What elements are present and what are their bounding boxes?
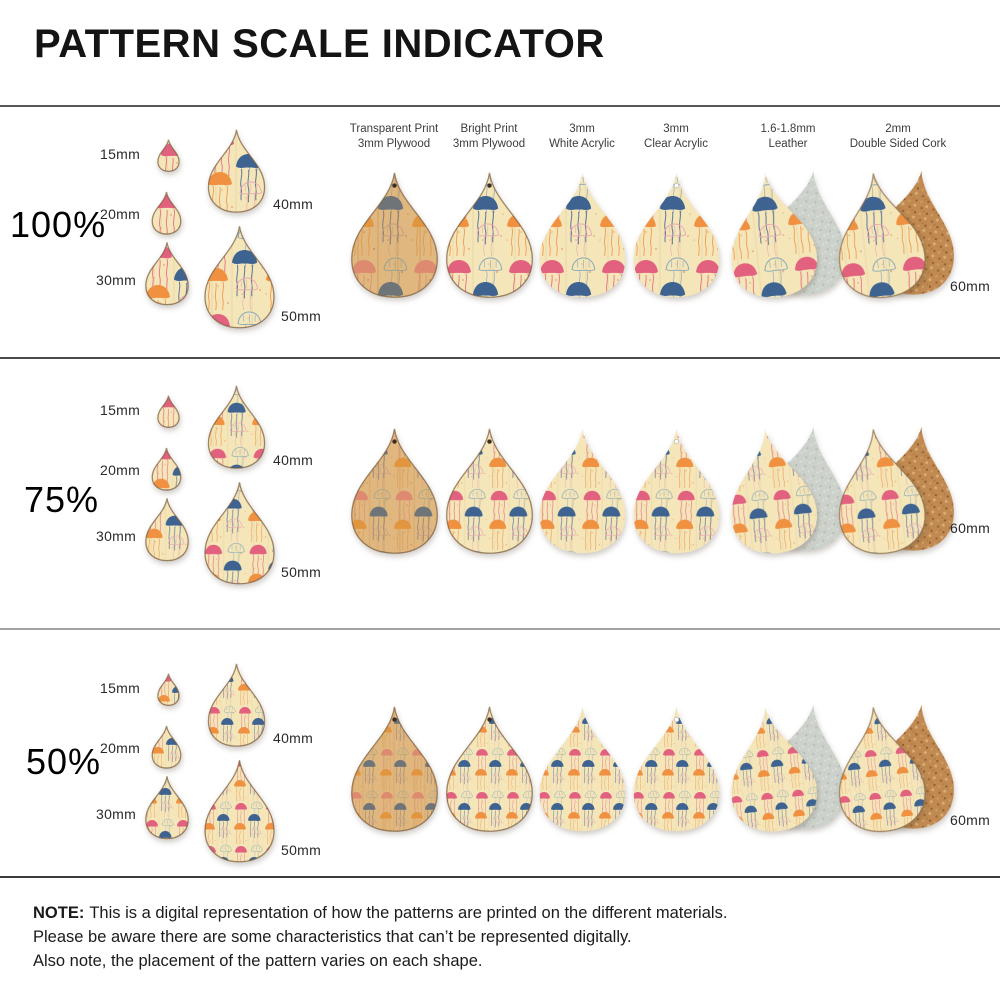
size-label-20mm: 20mm [100, 740, 141, 756]
material-header-line2: 3mm Plywood [452, 137, 526, 150]
note-block: NOTE: This is a digital representation of… [33, 901, 727, 973]
material-header: 2mm Double Sided Cork [832, 122, 964, 151]
material-header-line1: 1.6-1.8mm [760, 123, 816, 135]
material-header: 1.6-1.8mm Leather [722, 122, 854, 151]
teardrop-size-sample-40mm [206, 384, 267, 470]
note-label: NOTE: [33, 904, 85, 922]
teardrop-size-sample-15mm [157, 395, 180, 428]
size-label-20mm: 20mm [100, 206, 141, 222]
teardrop-size-sample-30mm [144, 497, 190, 562]
teardrop-material-3 [630, 426, 723, 556]
page-title: PATTERN SCALE INDICATOR [34, 22, 605, 66]
teardrop-material-0 [348, 170, 441, 300]
size-label-40mm: 40mm [273, 196, 314, 212]
size-label-30mm: 30mm [96, 528, 137, 544]
teardrop-material-5 [830, 424, 931, 558]
scale-label-50: 50% [26, 741, 102, 782]
teardrop-material-4 [722, 702, 823, 836]
size-label-15mm: 15mm [100, 402, 141, 418]
material-header: Transparent Print 3mm Plywood [328, 122, 460, 151]
teardrop-size-sample-20mm [151, 447, 182, 491]
teardrop-material-3 [630, 704, 723, 834]
teardrop-material-5 [830, 168, 931, 302]
teardrop-material-1 [443, 170, 536, 300]
size-label-30mm: 30mm [96, 272, 137, 288]
separator-line [0, 105, 1000, 107]
material-header: Bright Print 3mm Plywood [423, 122, 555, 151]
material-size-label: 60mm [950, 520, 991, 536]
teardrop-size-sample-15mm [157, 673, 180, 706]
teardrop-material-4 [722, 424, 823, 558]
scale-label-75: 75% [24, 479, 100, 520]
material-header-line2: Clear Acrylic [644, 137, 708, 150]
teardrop-size-sample-30mm [144, 241, 190, 306]
size-label-50mm: 50mm [281, 308, 322, 324]
size-label-20mm: 20mm [100, 462, 141, 478]
note-line: Also note, the placement of the pattern … [33, 952, 483, 970]
teardrop-size-sample-50mm [202, 480, 277, 586]
teardrop-material-0 [348, 704, 441, 834]
scale-label-100: 100% [10, 204, 107, 245]
size-label-40mm: 40mm [273, 730, 314, 746]
teardrop-material-5 [830, 702, 931, 836]
teardrop-material-0 [348, 426, 441, 556]
material-header-line1: 2mm [885, 123, 911, 135]
material-header-line2: White Acrylic [549, 137, 615, 150]
teardrop-material-3 [630, 170, 723, 300]
material-header-line2: Leather [768, 137, 808, 150]
note-line: NOTE: This is a digital representation of… [33, 901, 727, 925]
size-label-50mm: 50mm [281, 564, 322, 580]
material-header-line1: Transparent Print [349, 123, 439, 135]
note-text: This is a digital representation of how … [89, 904, 728, 922]
teardrop-material-1 [443, 426, 536, 556]
size-label-15mm: 15mm [100, 146, 141, 162]
teardrop-size-sample-15mm [157, 139, 180, 172]
teardrop-size-sample-20mm [151, 191, 182, 235]
separator-line [0, 357, 1000, 359]
teardrop-size-sample-40mm [206, 128, 267, 214]
teardrop-size-sample-50mm [202, 758, 277, 864]
material-header-line1: Bright Print [460, 123, 518, 135]
teardrop-size-sample-20mm [151, 725, 182, 769]
material-size-label: 60mm [950, 278, 991, 294]
teardrop-material-2 [536, 170, 629, 300]
size-label-50mm: 50mm [281, 842, 322, 858]
separator-line [0, 628, 1000, 630]
material-header: 3mm White Acrylic [516, 122, 648, 151]
teardrop-material-1 [443, 704, 536, 834]
size-label-30mm: 30mm [96, 806, 137, 822]
material-header-line2: Double Sided Cork [849, 137, 947, 150]
material-header: 3mm Clear Acrylic [610, 122, 742, 151]
teardrop-material-4 [722, 168, 823, 302]
note-line: Please be aware there are some character… [33, 928, 632, 946]
material-header-line1: 3mm [663, 123, 689, 135]
size-label-15mm: 15mm [100, 680, 141, 696]
size-label-40mm: 40mm [273, 452, 314, 468]
material-header-line2: 3mm Plywood [357, 137, 431, 150]
teardrop-size-sample-40mm [206, 662, 267, 748]
teardrop-material-2 [536, 426, 629, 556]
material-header-line1: 3mm [569, 123, 595, 135]
teardrop-size-sample-50mm [202, 224, 277, 330]
teardrop-material-2 [536, 704, 629, 834]
material-size-label: 60mm [950, 812, 991, 828]
teardrop-size-sample-30mm [144, 775, 190, 840]
separator-line [0, 876, 1000, 878]
